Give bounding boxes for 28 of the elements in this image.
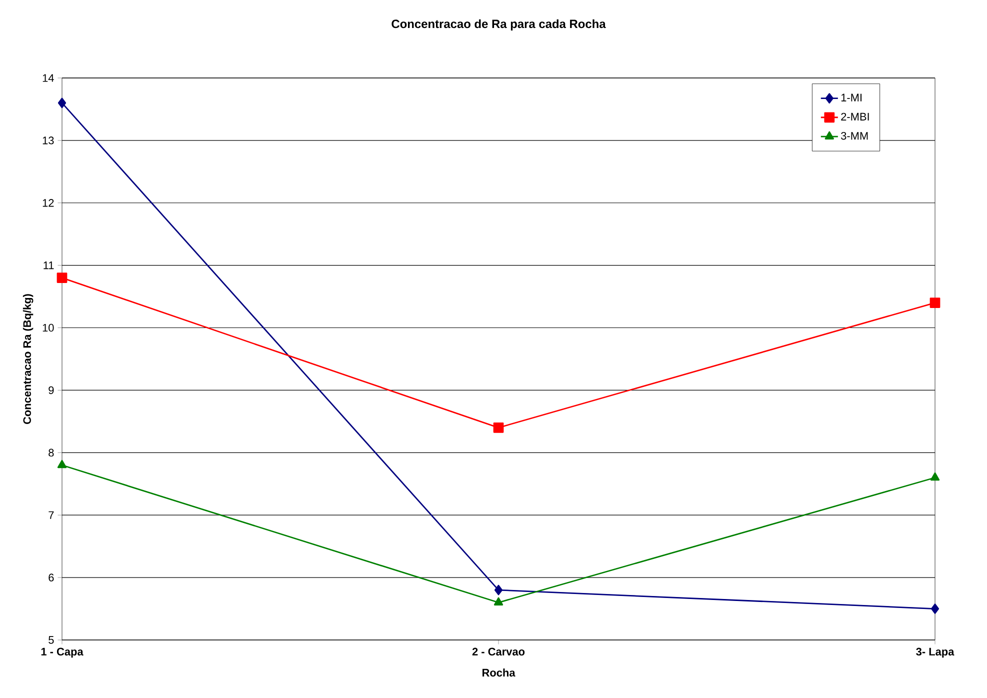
y-tick-label: 5 (48, 636, 54, 644)
y-tick-label: 9 (48, 386, 54, 394)
y-axis-title: Concentracao Ra (Bq/kg) (22, 294, 34, 424)
x-tick-label: 1 - Capa (41, 648, 84, 658)
point (57, 460, 67, 468)
point (930, 604, 940, 614)
x-tick-label: 3- Lapa (916, 648, 954, 658)
point (494, 584, 503, 596)
point (930, 298, 940, 308)
x-tick-label: 2 - Carvao (472, 648, 525, 656)
y-tick-label: 13 (42, 136, 54, 144)
legend-label: 2-MBI (841, 112, 869, 120)
y-tick-label: 6 (48, 574, 54, 582)
point (494, 597, 504, 606)
x-axis-title: Rocha (482, 668, 516, 677)
y-tick-label: 11 (44, 262, 54, 270)
point (56, 272, 68, 283)
point (493, 422, 504, 433)
chart-title: Concentracao de Ra para cada Rocha (392, 19, 606, 30)
point (930, 472, 940, 481)
point (58, 98, 66, 108)
y-tick-label: 7 (48, 511, 54, 519)
legend-label: 1-MI (841, 94, 862, 102)
y-tick-label: 10 (42, 324, 54, 332)
y-tick-label: 14 (42, 74, 54, 82)
legend-label: 3-MM (841, 132, 868, 140)
y-tick-label: 12 (42, 199, 54, 207)
y-tick-label: 8 (48, 448, 54, 457)
